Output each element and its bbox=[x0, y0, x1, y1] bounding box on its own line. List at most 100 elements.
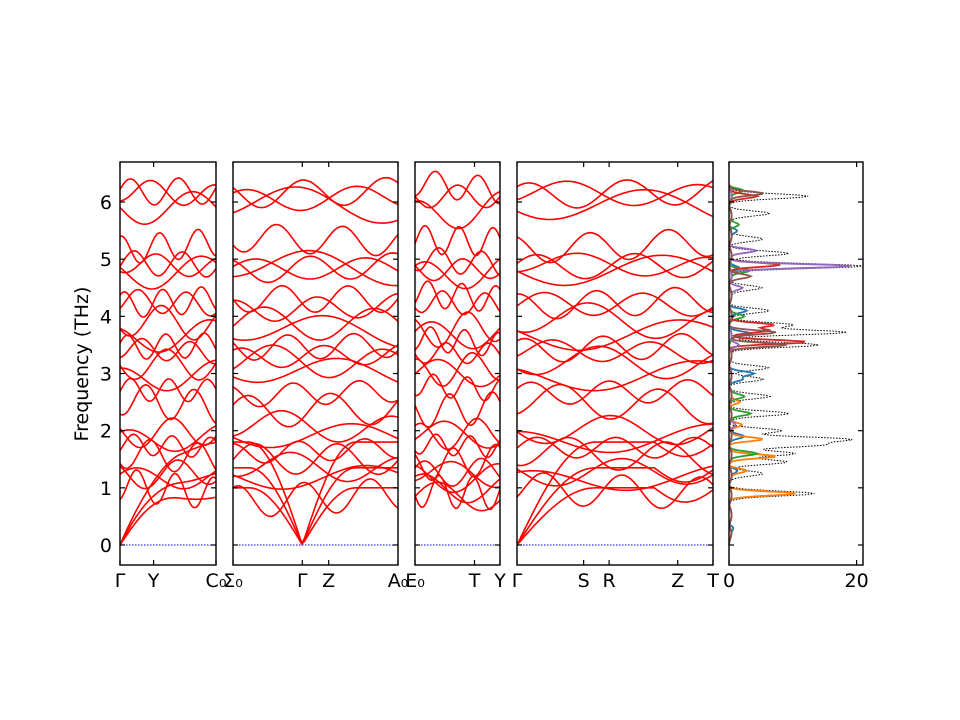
band-line bbox=[415, 224, 500, 257]
band-line bbox=[415, 358, 500, 388]
panel-frame-0 bbox=[119, 161, 217, 566]
band-line bbox=[415, 311, 500, 349]
band-line bbox=[120, 377, 216, 403]
band-line bbox=[120, 467, 216, 490]
band-line bbox=[233, 487, 398, 546]
band-line bbox=[415, 326, 500, 357]
band-line bbox=[517, 339, 713, 365]
band-line bbox=[120, 383, 216, 424]
band-line bbox=[415, 341, 500, 365]
band-line bbox=[233, 442, 398, 476]
band-line bbox=[233, 478, 398, 518]
band-line bbox=[517, 441, 713, 546]
y-tick-label: 2 bbox=[100, 421, 112, 443]
x-tick-label: T bbox=[468, 570, 481, 592]
band-panel-1 bbox=[233, 176, 398, 546]
band-line bbox=[233, 176, 398, 209]
x-tick-label: Γ bbox=[297, 570, 308, 592]
band-line bbox=[415, 420, 500, 449]
band-line bbox=[415, 481, 500, 512]
band-line bbox=[233, 344, 398, 369]
panel-frame-2 bbox=[414, 161, 501, 566]
dos-lines bbox=[729, 184, 863, 545]
panel-frame-3 bbox=[516, 161, 714, 566]
y-tick-label: 0 bbox=[100, 535, 112, 557]
band-line bbox=[415, 290, 500, 316]
band-line bbox=[415, 463, 500, 494]
x-tick-label: E₀ bbox=[405, 570, 425, 592]
band-line bbox=[517, 188, 713, 221]
x-tick-label: T bbox=[706, 570, 719, 592]
band-line bbox=[415, 246, 500, 277]
band-line bbox=[233, 314, 398, 348]
band-line bbox=[233, 451, 398, 483]
band-line bbox=[120, 496, 216, 546]
band-line bbox=[517, 319, 713, 352]
dos-x-tick-label: 0 bbox=[723, 570, 735, 592]
band-line bbox=[517, 291, 713, 317]
band-line bbox=[233, 422, 398, 449]
band-line bbox=[517, 252, 713, 280]
band-line bbox=[517, 487, 713, 546]
band-line bbox=[233, 284, 398, 314]
band-line bbox=[517, 345, 713, 380]
band-line bbox=[120, 228, 216, 264]
band-panel-2 bbox=[415, 170, 500, 512]
band-panel-0 bbox=[120, 177, 216, 546]
band-line bbox=[415, 170, 500, 205]
band-line bbox=[120, 337, 216, 365]
band-line bbox=[120, 425, 216, 453]
band-line bbox=[120, 441, 216, 546]
band-line bbox=[120, 253, 216, 278]
band-line bbox=[415, 417, 500, 451]
x-tick-label: Σ₀ bbox=[223, 570, 243, 592]
band-line bbox=[517, 252, 713, 277]
x-tick-label: R bbox=[603, 570, 616, 592]
band-line bbox=[120, 417, 216, 449]
x-tick-label: Y bbox=[147, 570, 160, 592]
band-line bbox=[415, 474, 500, 511]
band-line bbox=[120, 469, 216, 509]
y-tick-label: 6 bbox=[100, 192, 112, 214]
band-line bbox=[120, 255, 216, 290]
band-line bbox=[233, 256, 398, 280]
y-tick-label: 3 bbox=[100, 364, 112, 386]
band-line bbox=[517, 286, 713, 320]
band-line bbox=[517, 467, 713, 546]
band-line bbox=[120, 348, 216, 381]
band-line bbox=[517, 414, 713, 446]
band-line bbox=[517, 179, 713, 209]
band-panel-3 bbox=[517, 179, 713, 546]
band-line bbox=[517, 423, 713, 454]
band-line bbox=[120, 190, 216, 225]
band-line bbox=[120, 179, 216, 207]
band-line bbox=[517, 436, 713, 459]
band-line bbox=[233, 467, 398, 546]
band-line bbox=[415, 391, 500, 428]
band-line bbox=[517, 254, 713, 287]
band-line bbox=[517, 360, 713, 392]
band-line bbox=[415, 280, 500, 312]
band-line bbox=[120, 286, 216, 318]
band-line bbox=[517, 465, 713, 492]
band-line bbox=[517, 472, 713, 510]
band-line bbox=[233, 392, 398, 428]
x-tick-label: Γ bbox=[512, 570, 523, 592]
band-line bbox=[233, 292, 398, 323]
x-tick-label: Y bbox=[493, 570, 506, 592]
band-line bbox=[415, 373, 500, 402]
band-line bbox=[517, 436, 713, 475]
panel-frame-4 bbox=[728, 161, 864, 566]
band-line bbox=[233, 252, 398, 284]
axis-ticks bbox=[119, 162, 863, 565]
band-line bbox=[415, 258, 500, 282]
band-line bbox=[120, 332, 216, 360]
band-line bbox=[415, 352, 500, 387]
band-line bbox=[120, 249, 216, 278]
band-line bbox=[233, 185, 398, 212]
band-line bbox=[120, 472, 216, 546]
x-tick-label: A₀ bbox=[388, 570, 409, 592]
x-tick-label: Γ bbox=[115, 570, 126, 592]
